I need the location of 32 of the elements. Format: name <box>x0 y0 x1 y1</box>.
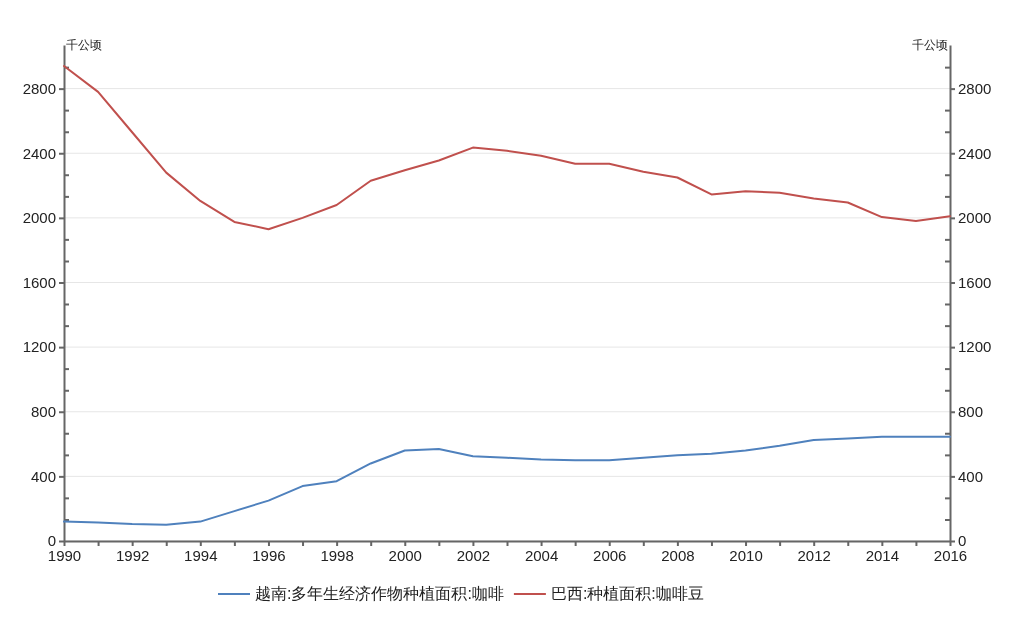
y2-tick-label: 2000 <box>958 209 992 227</box>
x-tick-label: 2008 <box>661 546 695 564</box>
x-tick-label: 2014 <box>865 546 900 564</box>
y-axis-title: 千公顷 <box>66 38 102 52</box>
y-tick-label: 1200 <box>22 338 56 356</box>
y2-tick-label: 1200 <box>958 338 992 356</box>
y2-tick-label: 2800 <box>958 79 992 97</box>
x-tick-label: 1994 <box>184 546 218 564</box>
legend-label: 越南:多年生经济作物种植面积:咖啡 <box>255 585 504 602</box>
y2-tick-label: 400 <box>958 467 984 485</box>
x-tick-label: 1992 <box>115 546 150 564</box>
y2-axis-title: 千公顷 <box>912 38 948 52</box>
x-tick-label: 2004 <box>524 546 559 564</box>
x-tick-label: 2000 <box>388 546 422 564</box>
y-tick-label: 2800 <box>22 79 56 97</box>
y-tick-label: 800 <box>30 403 56 421</box>
line-series <box>63 435 951 526</box>
y2-tick-label: 2400 <box>958 144 992 162</box>
x-tick-label: 2010 <box>729 546 763 564</box>
y-tick-label: 2000 <box>22 209 56 227</box>
y-tick-label: 2400 <box>22 144 56 162</box>
line-series <box>63 65 951 231</box>
x-tick-label: 2012 <box>797 546 831 564</box>
x-tick-label: 2002 <box>456 546 491 564</box>
y2-tick-label: 800 <box>958 403 984 421</box>
y-tick-label: 1600 <box>22 273 56 291</box>
y-tick-label: 400 <box>30 467 56 485</box>
x-tick-label: 2006 <box>593 546 627 564</box>
x-tick-label: 1998 <box>320 546 354 564</box>
y2-tick-label: 1600 <box>958 273 992 291</box>
x-tick-label: 1996 <box>252 546 286 564</box>
legend-label: 巴西:种植面积:咖啡豆 <box>550 585 704 602</box>
